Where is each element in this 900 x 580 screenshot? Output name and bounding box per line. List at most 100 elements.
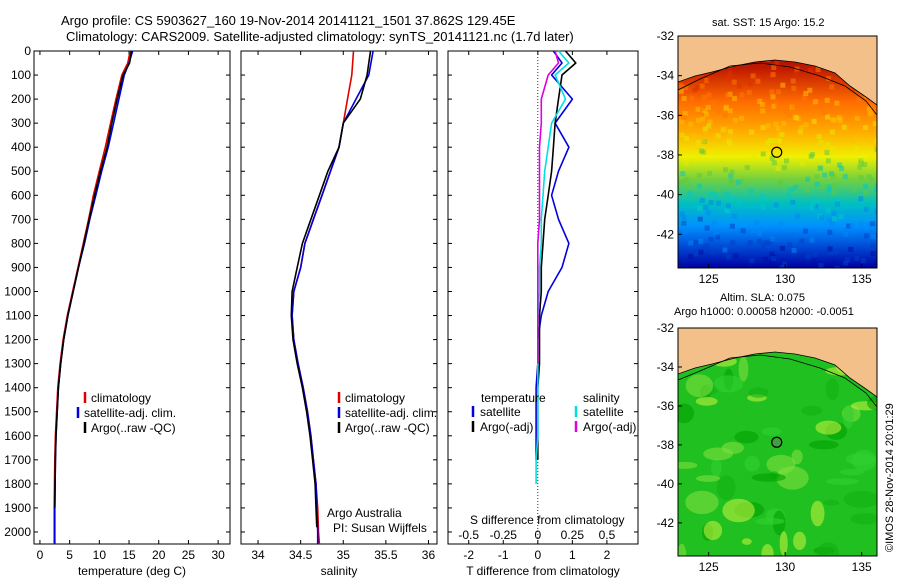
sst-texture-cell [681, 114, 687, 120]
figure-title-line1: Argo profile: CS 5903627_160 19-Nov-2014… [61, 13, 516, 28]
sst-texture-cell [831, 183, 837, 189]
sst-texture-cell [740, 228, 746, 234]
sst-texture-cell [747, 240, 753, 246]
sst-texture-cell [831, 211, 837, 217]
sst-texture-cell [700, 149, 706, 155]
sst-texture-cell [781, 165, 787, 171]
sst-texture-cell [752, 154, 758, 160]
difference-legend: temperature salinity satellite Argo(-adj… [471, 391, 636, 434]
sst-texture-cell [755, 78, 761, 84]
y-tick-label: 1000 [4, 284, 31, 298]
sst-texture-cell [824, 97, 830, 103]
sst-texture-cell [773, 202, 779, 208]
sst-texture-cell [715, 234, 721, 240]
sst-texture-cell [798, 129, 803, 135]
sst-texture-cell [866, 106, 872, 112]
sst-texture-cell [723, 105, 729, 111]
map-x-tick-label: 130 [775, 560, 795, 574]
sst-texture-cell [695, 117, 701, 123]
sst-texture-cell [729, 223, 735, 229]
sst-texture-cell [875, 183, 877, 189]
salinity-profile-plot: 34 34.5 35 35.5 36 salinity [241, 50, 437, 578]
sst-texture-cell [825, 114, 830, 120]
sst-texture-cell [716, 200, 722, 206]
sla-texture-blob [766, 454, 796, 474]
y-tick-label: 700 [11, 212, 31, 226]
series-line-climatology [291, 50, 355, 545]
sst-texture-cell [805, 176, 811, 182]
sst-texture-cell [825, 208, 831, 214]
sst-texture-cell [729, 196, 735, 202]
sst-texture-cell [771, 138, 777, 144]
series-line-argo-raw-qc [54, 50, 133, 508]
map-y-tick-label: -40 [657, 477, 675, 491]
temperature-panel-frame [33, 50, 231, 545]
salinity-panel-frame [240, 50, 438, 545]
sst-texture-cell [822, 172, 828, 178]
sst-texture-cell [833, 196, 839, 202]
sst-texture-cell [848, 246, 854, 252]
legend-label-satellite: satellite-adj. clim. [84, 406, 176, 420]
x-tick-label: 35.5 [374, 548, 398, 562]
sla-texture-blob [685, 490, 719, 515]
sst-texture-cell [862, 125, 868, 131]
sst-texture-cell [694, 73, 700, 79]
sst-texture-cell [749, 258, 755, 264]
sst-texture-cell [681, 96, 687, 102]
map-y-tick-label: -42 [657, 227, 675, 241]
legend-label-argo: Argo(..raw -QC) [345, 421, 430, 435]
sst-texture-cell [687, 190, 693, 196]
s-tick-label: 0.25 [561, 528, 585, 542]
sst-texture-cell [760, 194, 765, 199]
sst-texture-cell [727, 108, 733, 114]
sla-texture-blob [817, 542, 840, 556]
sla-texture-blob [793, 531, 807, 551]
sst-texture-cell [706, 92, 712, 98]
sst-texture-cell [781, 121, 787, 127]
sla-texture-blob [761, 427, 782, 436]
sst-texture-cell [869, 138, 875, 144]
sla-texture-blob [678, 403, 695, 424]
sla-texture-blob [843, 490, 877, 508]
sst-texture-cell [682, 228, 688, 234]
sla-texture-blob [825, 478, 860, 485]
sla-land [678, 328, 877, 398]
sst-texture-cell [700, 105, 706, 111]
sst-texture-cell [788, 187, 794, 193]
sst-texture-cell [707, 77, 713, 83]
sst-texture-cell [870, 221, 876, 227]
sst-map-title: sat. SST: 15 Argo: 15.2 [712, 17, 825, 29]
sst-texture-cell [708, 191, 714, 197]
sst-texture-cell [760, 151, 766, 157]
sst-texture-cell [831, 216, 837, 222]
sst-texture-cell [872, 121, 877, 127]
sst-texture-cell [699, 197, 705, 203]
sst-texture-cell [863, 190, 869, 196]
sst-texture-cell [750, 73, 756, 79]
sst-texture-cell [828, 250, 833, 256]
sst-texture-cell [727, 141, 733, 147]
y-tick-label: 200 [11, 92, 31, 106]
sst-texture-cell [726, 254, 732, 260]
sst-map-axes: 125 130 135 -32 -34 -36 -38 -40 -42 [657, 29, 872, 286]
sst-texture-cell [829, 84, 835, 90]
sst-texture-cell [688, 240, 694, 246]
sst-texture-cell [723, 167, 729, 173]
sst-texture-cell [807, 67, 813, 73]
sst-texture-cell [826, 76, 832, 82]
sst-texture-cell [858, 160, 864, 166]
sla-texture-blob [738, 356, 749, 382]
sla-map-texture [678, 356, 877, 556]
sst-texture-cell [733, 253, 739, 259]
sst-texture-cell [830, 173, 836, 179]
sst-texture-cell [756, 238, 762, 244]
sst-texture-cell [870, 234, 876, 240]
sst-texture-cell [683, 177, 689, 183]
sla-texture-blob [685, 374, 714, 398]
sst-contour [678, 62, 877, 116]
y-tick-label: 1800 [4, 477, 31, 491]
sst-texture-cell [774, 60, 780, 66]
x-tick-label: -1 [498, 548, 509, 562]
x-tick-label: 1 [569, 548, 576, 562]
sst-texture-cell [747, 262, 752, 268]
